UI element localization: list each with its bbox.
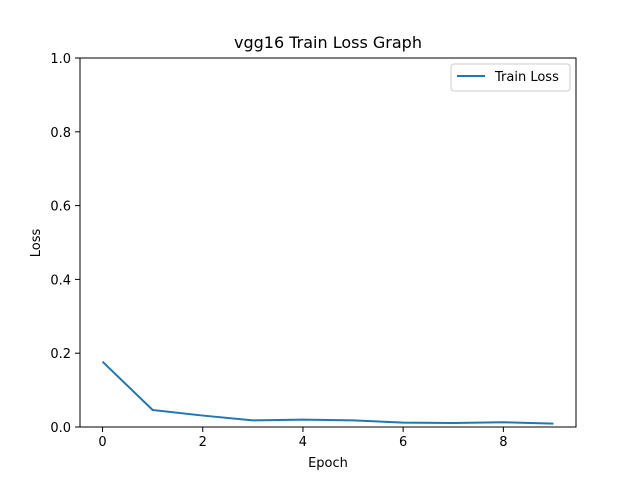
y-axis: 0.0 0.2 0.4 0.6 0.8 1.0 [50, 52, 80, 436]
x-axis-label: Epoch [308, 456, 348, 471]
x-tick-label: 0 [98, 435, 106, 450]
legend-box [450, 63, 571, 92]
y-axis-label: Loss [29, 229, 44, 258]
x-tick-label: 8 [499, 435, 507, 450]
y-tick-label: 0.2 [50, 347, 71, 362]
series-lines [101, 360, 554, 425]
y-tick-label: 0.8 [50, 126, 71, 141]
x-tick-label: 6 [399, 435, 407, 450]
series-line-train-loss [101, 360, 554, 425]
y-tick-label: 0.6 [50, 200, 71, 215]
legend-label: Train Loss [494, 70, 559, 85]
x-axis: 0 2 4 6 8 [98, 427, 507, 450]
x-tick-label: 4 [299, 435, 307, 450]
y-tick-label: 0.4 [50, 273, 71, 288]
legend: Train Loss [450, 63, 571, 92]
x-tick-label: 2 [199, 435, 207, 450]
axes-frame [79, 57, 577, 428]
y-tick-label: 0.0 [50, 421, 71, 436]
y-tick-label: 1.0 [50, 52, 71, 67]
chart-title: vgg16 Train Loss Graph [234, 33, 422, 52]
